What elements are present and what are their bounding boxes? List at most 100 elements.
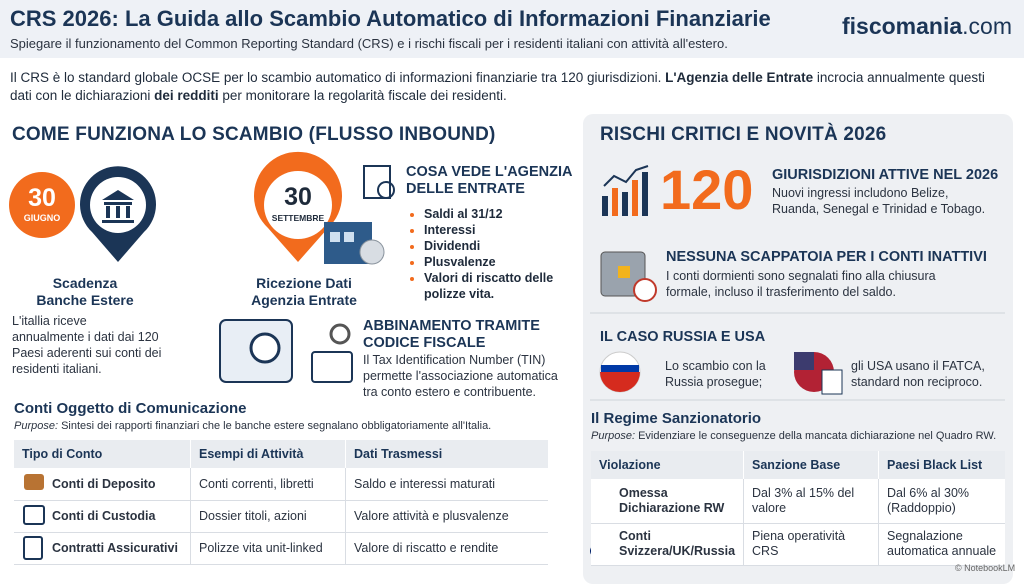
header-row: Tipo di Conto Esempi di Attività Dati Tras… xyxy=(14,440,548,468)
header-band xyxy=(0,0,1024,58)
chart-bar xyxy=(632,180,638,216)
magnifier xyxy=(249,332,281,364)
intro-text: Il CRS è lo standard globale OCSE per lo… xyxy=(10,70,666,85)
matching-title: ABBINAMENTO TRAMITE CODICE FISCALE xyxy=(363,318,540,351)
purpose-text: Evidenziare le conseguenze della mancata… xyxy=(638,430,997,442)
cell: Polizze vita unit-linked xyxy=(190,532,346,565)
flag-stripe xyxy=(601,365,639,372)
id-card xyxy=(311,351,353,383)
agency-title: COSA VEDE L'AGENZIA DELLE ENTRATE xyxy=(406,164,572,197)
inactive-text: I conti dormienti sono segnalati fino al… xyxy=(666,269,936,299)
magnifier xyxy=(377,181,395,199)
table-purpose: Purpose: Sintesi dei rapporti finanziari… xyxy=(14,420,491,432)
agency-item: Valori di riscatto delle polizze vita. xyxy=(424,270,584,302)
stat-text: Nuovi ingressi includono Belize, Ruanda,… xyxy=(772,186,986,216)
chart-bar xyxy=(622,192,628,216)
intro: Il CRS è lo standard globale OCSE per lo… xyxy=(10,69,1010,105)
cell: Segnalazione automatica annuale xyxy=(878,523,1005,566)
cell: Conti di Deposito xyxy=(14,468,191,501)
table-title: Il Regime Sanzionatorio xyxy=(591,410,762,427)
section-title: COME FUNZIONA LO SCAMBIO (FLUSSO INBOUND… xyxy=(12,124,496,145)
case-title: IL CASO RUSSIA E USA xyxy=(600,329,766,345)
date-circle xyxy=(9,172,75,238)
flag-stripe xyxy=(600,372,640,392)
step-label: Ricezione Dati Agenzia Entrate xyxy=(251,275,357,308)
cell: Dal 6% al 30% (Raddoppio) xyxy=(878,479,1005,524)
step-description: L'itallia riceve annualmente i dati dai … xyxy=(12,314,162,376)
window xyxy=(330,232,340,242)
chart-bar xyxy=(612,188,618,216)
table-title: Conti Oggetto di Comunicazione xyxy=(14,400,247,417)
agency-item: Dividendi xyxy=(424,238,584,254)
row: Conti Svizzera/UK/Russia Piena operativit… xyxy=(591,523,1005,566)
purpose-label: Purpose: xyxy=(14,420,59,432)
cell: Saldo e interessi maturati xyxy=(345,468,548,501)
bank-icon xyxy=(102,190,134,223)
window xyxy=(344,232,354,242)
flag-canton xyxy=(794,352,814,370)
agency-item: Saldi al 31/12 xyxy=(424,206,584,222)
date-month: SETTEMBRE xyxy=(271,213,325,223)
header-row: Violazione Sanzione Base Paesi Black List xyxy=(591,451,1005,479)
lock xyxy=(618,266,630,278)
cell: Piena operatività CRS xyxy=(743,523,880,566)
footer-credit: © NotebookLM xyxy=(955,563,1016,573)
agency-item: Plusvalenze xyxy=(424,254,584,270)
intro-text: incrocia annualmente questi dati con le … xyxy=(10,70,985,103)
row: Conti di Custodia Dossier titoli, azioni V… xyxy=(14,500,548,533)
inactive-title: NESSUNA SCAPPATOIA PER I CONTI INATTIVI xyxy=(666,249,987,265)
cell: Conti correnti, libretti xyxy=(190,468,346,501)
row: Omessa Dichiarazione RW Dal 3% al 15% del… xyxy=(591,479,1005,524)
chart-bar xyxy=(602,196,608,216)
brand-name: fiscomania xyxy=(842,13,963,39)
cell: Valore attività e plusvalenze xyxy=(345,500,548,533)
table-purpose: Purpose: Evidenziare le conseguenze dell… xyxy=(591,430,996,442)
stat-number: 120 xyxy=(660,158,754,221)
intro-text: per monitorare la regolarità fiscale dei… xyxy=(218,88,507,103)
brand-suffix: .com xyxy=(962,13,1012,39)
page-subtitle: Spiegare il funzionamento del Common Rep… xyxy=(10,36,728,51)
sanctions-table: Violazione Sanzione Base Paesi Black List … xyxy=(591,451,1005,566)
doc-icon xyxy=(821,369,843,395)
agency-list: Saldi al 31/12 Interessi Dividendi Plusv… xyxy=(410,206,584,302)
header-cell: Paesi Black List xyxy=(878,451,1005,479)
intro-bold: L'Agenzia delle Entrate xyxy=(665,70,814,85)
brand: fiscomania.com xyxy=(842,13,1012,40)
step-label: Scadenza Banche Estere xyxy=(36,275,134,308)
row: Conti di Deposito Conti correnti, librett… xyxy=(14,468,548,501)
cell: Dossier titoli, azioni xyxy=(190,500,346,533)
header-cell: Tipo di Conto xyxy=(14,440,191,468)
page-title: CRS 2026: La Guida allo Scambio Automati… xyxy=(10,6,771,31)
accounts-table: Tipo di Conto Esempi di Attività Dati Tras… xyxy=(14,440,548,565)
usa-text: gli USA usano il FATCA, standard non rec… xyxy=(851,359,985,389)
date-month: GIUGNO xyxy=(23,213,61,223)
header-cell: Sanzione Base xyxy=(743,451,880,479)
pin-inner xyxy=(264,171,332,239)
cell: Conti di Custodia xyxy=(14,500,191,533)
cell: Conti Svizzera/UK/Russia xyxy=(591,523,745,566)
intro-bold: dei redditi xyxy=(154,88,219,103)
matching-text: Il Tax Identification Number (TIN) perme… xyxy=(363,353,558,399)
purpose-label: Purpose: xyxy=(591,430,636,442)
purpose-text: Sintesi dei rapporti finanziari che le b… xyxy=(61,420,492,432)
trend-line xyxy=(603,165,649,187)
date-day: 30 xyxy=(284,183,312,211)
row: Contratti Assicurativi Polizze vita unit-… xyxy=(14,532,548,565)
chart-bar xyxy=(642,172,648,216)
agency-item: Interessi xyxy=(424,222,584,238)
clock xyxy=(633,278,657,302)
section-title: RISCHI CRITICI E NOVITÀ 2026 xyxy=(600,124,887,145)
cell: Dal 3% al 15% del valore xyxy=(743,479,880,524)
russia-text: Lo scambio con la Russia prosegue; xyxy=(665,359,766,389)
gear xyxy=(329,323,351,345)
header-cell: Violazione xyxy=(591,451,745,479)
seal xyxy=(359,239,385,265)
header-cell: Esempi di Attività xyxy=(190,440,346,468)
header-cell: Dati Trasmessi xyxy=(345,440,548,468)
cell: Omessa Dichiarazione RW xyxy=(591,479,745,524)
date-day: 30 xyxy=(28,184,56,212)
stat-title: GIURISDIZIONI ATTIVE NEL 2026 xyxy=(772,167,999,183)
cell: Valore di riscatto e rendite xyxy=(345,532,548,565)
